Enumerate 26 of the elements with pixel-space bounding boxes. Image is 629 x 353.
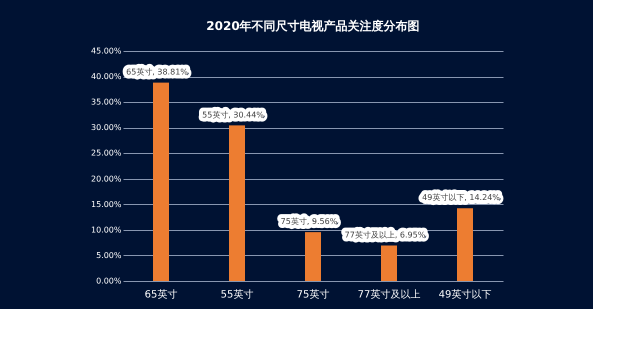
data-label: 75英寸, 9.56% [280, 217, 338, 226]
chart-title: 2020年不同尺寸电视产品关注度分布图 [206, 19, 420, 33]
y-tick-label: 20.00% [90, 174, 122, 184]
x-tick-label: 49英寸以下 [438, 288, 492, 300]
x-tick-label: 75英寸 [296, 288, 330, 300]
y-tick-label: 25.00% [90, 148, 122, 158]
data-label: 49英寸以下, 14.24% [422, 193, 500, 202]
x-tick-label: 77英寸及以上 [358, 288, 420, 300]
bar [381, 245, 397, 281]
y-tick-label: 40.00% [90, 72, 122, 82]
y-tick-label: 10.00% [90, 225, 122, 234]
x-tick-label: 65英寸 [144, 288, 178, 300]
bar [229, 125, 245, 281]
bar [305, 232, 321, 281]
bar [153, 82, 169, 281]
data-label: 77英寸及以上, 6.95% [344, 230, 426, 240]
y-tick-label: 15.00% [90, 200, 122, 209]
x-tick-label: 55英寸 [220, 288, 254, 300]
y-tick-label: 0.00% [96, 276, 122, 286]
y-tick-label: 35.00% [90, 98, 122, 107]
y-tick-label: 30.00% [90, 123, 122, 132]
data-label: 55英寸, 30.44% [202, 110, 264, 120]
data-label: 65英寸, 38.81% [126, 68, 188, 77]
y-tick-label: 5.00% [96, 250, 122, 260]
y-tick-label: 45.00% [90, 46, 122, 56]
bar [457, 208, 473, 281]
